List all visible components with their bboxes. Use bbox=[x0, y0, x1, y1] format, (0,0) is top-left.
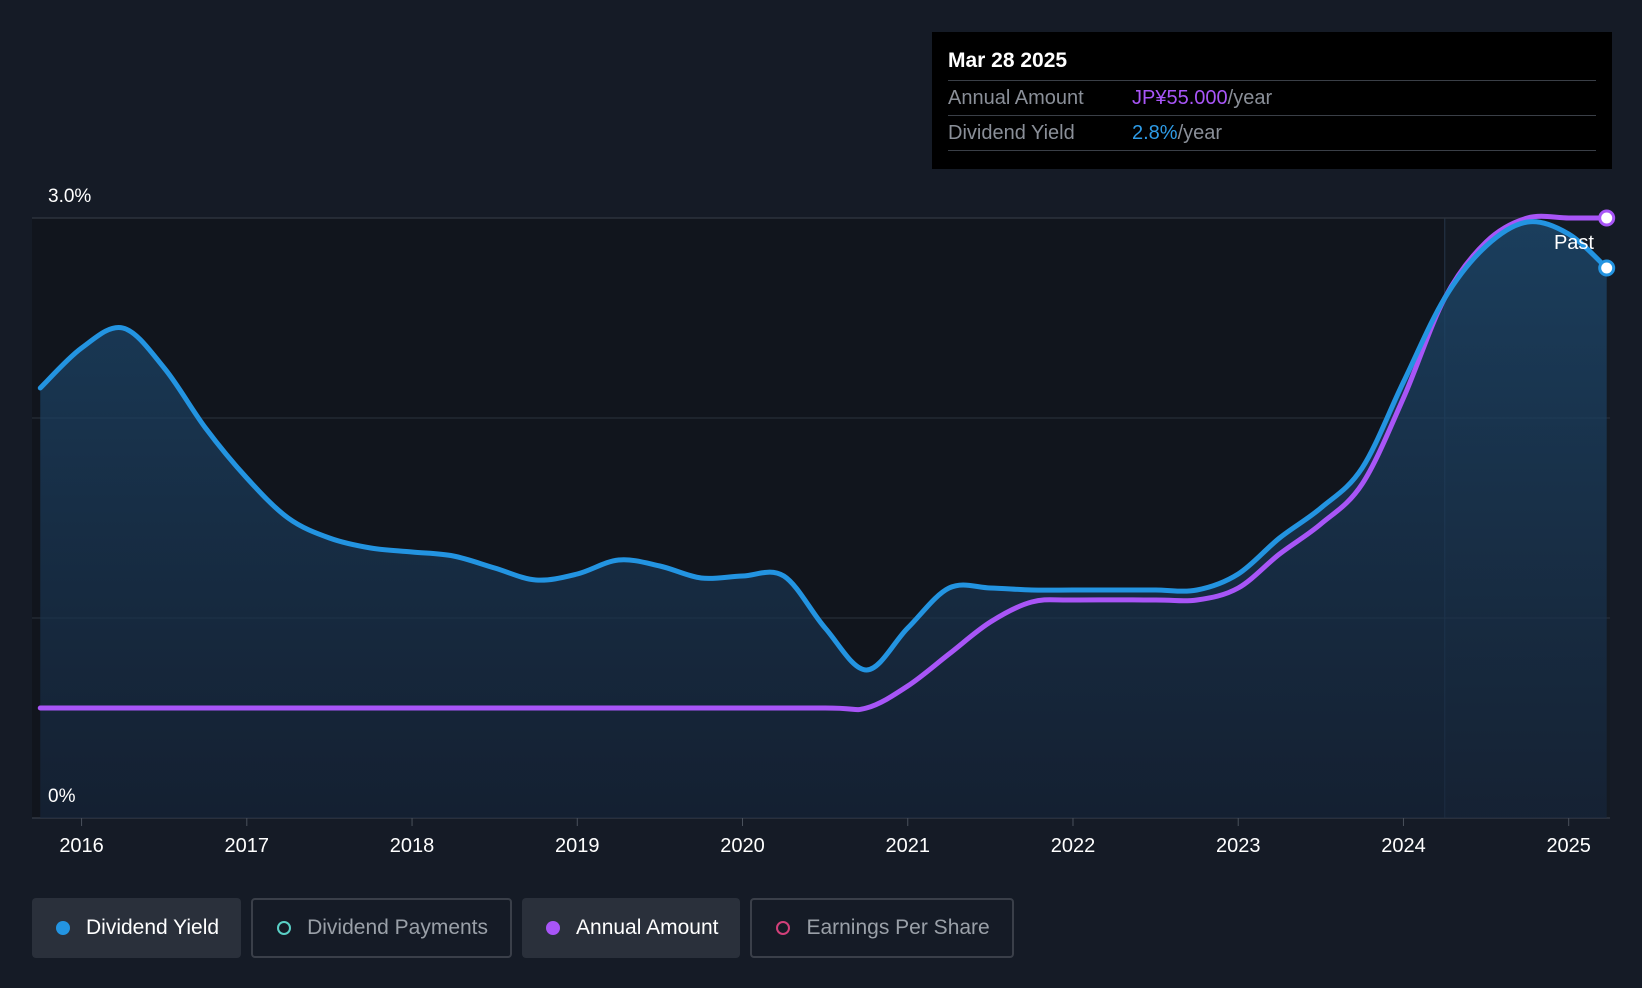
tooltip-unit: /year bbox=[1177, 122, 1223, 144]
x-tick-label: 2025 bbox=[1546, 835, 1591, 857]
x-tick-label: 2022 bbox=[1051, 835, 1096, 857]
legend-earnings-per-share-button[interactable]: Earnings Per Share bbox=[750, 898, 1014, 958]
x-tick-label: 2019 bbox=[555, 835, 600, 857]
x-tick-label: 2017 bbox=[225, 835, 270, 857]
x-tick-label: 2020 bbox=[720, 835, 765, 857]
dividend-yield-end-marker bbox=[1598, 259, 1616, 277]
dividend-payments-dot-icon bbox=[277, 921, 292, 935]
earnings-per-share-dot-icon bbox=[776, 921, 791, 935]
tooltip-label: Annual Amount bbox=[948, 87, 1084, 109]
tooltip: Mar 28 2025 Annual Amount JP¥55.000 /yea… bbox=[932, 32, 1612, 169]
tooltip-value: JP¥55.000 bbox=[1132, 87, 1228, 109]
y-tick-label-min: 0% bbox=[48, 786, 76, 807]
x-tick-label: 2023 bbox=[1216, 835, 1261, 857]
tooltip-value: 2.8% bbox=[1132, 122, 1178, 144]
x-tick-label: 2016 bbox=[59, 835, 104, 857]
legend-dividend-payments-button[interactable]: Dividend Payments bbox=[251, 898, 513, 958]
past-label: Past bbox=[1554, 232, 1594, 254]
tooltip-unit: /year bbox=[1227, 87, 1273, 109]
x-tick-label: 2024 bbox=[1381, 835, 1426, 857]
tooltip-row-annual-amount: Annual Amount JP¥55.000 /year bbox=[948, 81, 1596, 116]
annual-amount-dot-icon bbox=[546, 921, 561, 935]
legend-label: Earnings Per Share bbox=[806, 916, 990, 939]
x-tick-label: 2021 bbox=[885, 835, 930, 857]
legend-annual-amount-button[interactable]: Annual Amount bbox=[522, 898, 741, 958]
legend-dividend-yield-button[interactable]: Dividend Yield bbox=[32, 898, 242, 958]
legend-label: Dividend Yield bbox=[86, 916, 220, 939]
annual-amount-end-marker bbox=[1598, 209, 1616, 227]
dividend-yield-area bbox=[40, 221, 1607, 818]
legend: Dividend Yield Dividend Payments Annual … bbox=[32, 898, 1024, 958]
dividend-yield-line bbox=[37, 219, 1610, 673]
dividend-yield-dot-icon bbox=[56, 921, 70, 935]
tooltip-row-dividend-yield: Dividend Yield 2.8% /year bbox=[948, 116, 1596, 151]
y-tick-label-max: 3.0% bbox=[48, 186, 91, 207]
tooltip-label: Dividend Yield bbox=[948, 122, 1075, 144]
legend-label: Annual Amount bbox=[576, 916, 719, 939]
tooltip-date: Mar 28 2025 bbox=[948, 46, 1596, 81]
legend-label: Dividend Payments bbox=[307, 916, 489, 939]
x-tick-label: 2018 bbox=[390, 835, 435, 857]
